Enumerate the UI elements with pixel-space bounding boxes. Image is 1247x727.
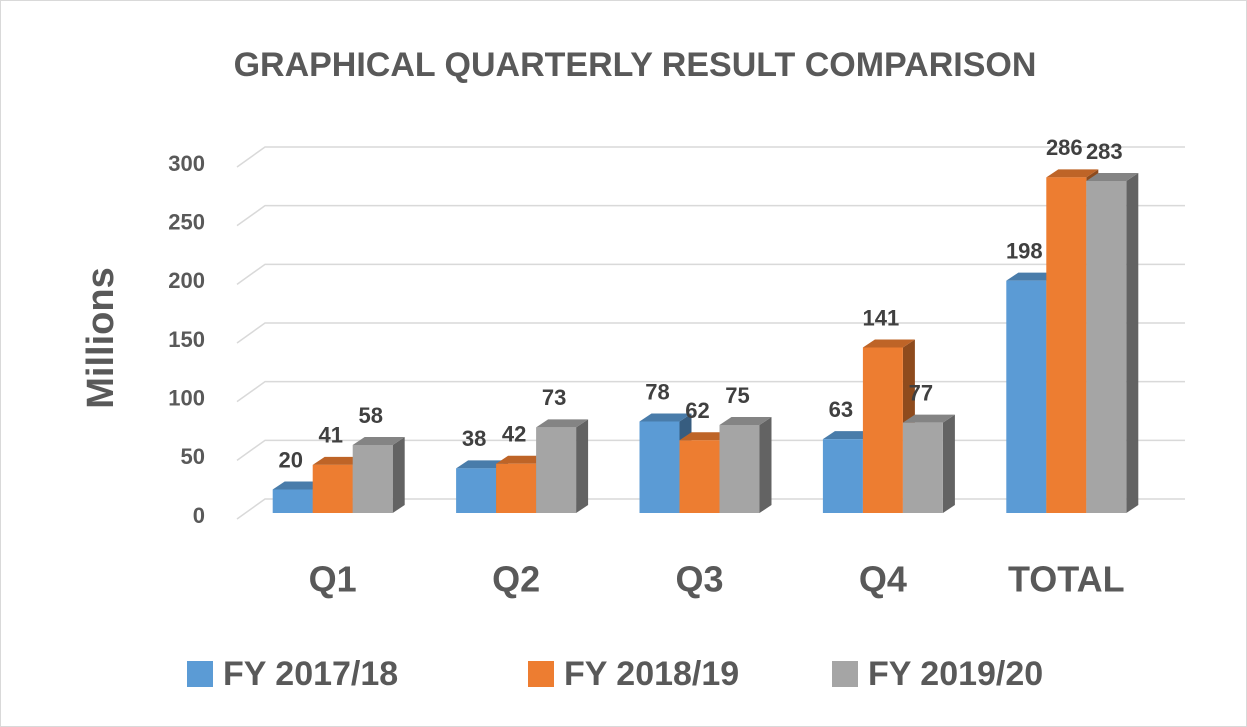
data-label: 77: [909, 380, 933, 405]
grid-line: [236, 146, 1185, 168]
bar-top: [1046, 169, 1099, 178]
x-tick-label: Q1: [309, 559, 357, 600]
bar-front: [1046, 177, 1087, 513]
legend-label: FY 2017/18: [223, 655, 398, 693]
bar: [719, 417, 772, 513]
x-tick-label: TOTAL: [1008, 559, 1125, 600]
data-label: 78: [645, 379, 669, 404]
chart-title: GRAPHICAL QUARTERLY RESULT COMPARISON: [234, 46, 1037, 84]
bar-top: [272, 481, 325, 490]
bar-top: [352, 436, 405, 445]
bar-front: [272, 489, 313, 513]
bar-top: [862, 339, 915, 348]
data-label: 62: [685, 398, 709, 423]
bar-front: [679, 440, 720, 513]
bar-side: [759, 417, 772, 513]
legend-label: FY 2018/19: [564, 655, 739, 693]
legend-swatch: [528, 661, 554, 687]
bar-front: [902, 422, 943, 513]
legend-swatch: [832, 661, 858, 687]
x-tick-label: Q2: [492, 559, 540, 600]
bar: [902, 414, 955, 513]
y-tick-label: 200: [168, 268, 205, 293]
bar-top: [902, 414, 955, 423]
data-label: 141: [863, 305, 900, 330]
x-tick-label: Q4: [859, 559, 907, 600]
y-axis-title: Millions: [80, 267, 122, 408]
y-tick-label: 100: [168, 385, 205, 410]
bar-front: [496, 463, 537, 513]
bar-top: [496, 455, 549, 464]
data-label: 283: [1086, 139, 1123, 164]
bar-top: [312, 456, 365, 465]
x-tick-label: Q3: [675, 559, 723, 600]
bar-side: [392, 436, 405, 513]
data-label: 42: [502, 422, 526, 447]
grid-line: [236, 263, 1185, 285]
data-label: 41: [318, 423, 342, 448]
bar-top: [719, 417, 772, 425]
bar-top: [1086, 172, 1139, 181]
y-tick-label: 50: [181, 444, 205, 469]
bar-front: [1086, 180, 1127, 514]
bar-front: [352, 444, 393, 513]
bar-top: [1006, 272, 1059, 281]
bar-front: [312, 464, 353, 513]
bar-top: [822, 431, 875, 440]
bar-front: [862, 347, 903, 513]
y-tick-label: 250: [168, 209, 205, 234]
data-label: 38: [462, 426, 486, 451]
legend-swatch: [187, 661, 213, 687]
bar-front: [639, 421, 680, 513]
data-label: 58: [358, 403, 382, 428]
data-label: 198: [1006, 238, 1043, 263]
bar-front: [719, 425, 760, 513]
bar-top: [639, 413, 692, 422]
data-label: 20: [278, 447, 302, 472]
data-label: 73: [542, 385, 566, 410]
y-tick-label: 0: [193, 503, 205, 528]
legend-label: FY 2019/20: [868, 655, 1043, 693]
bar-front: [456, 468, 497, 513]
y-tick-label: 300: [168, 151, 205, 176]
bar-side: [576, 419, 589, 513]
bar-top: [679, 432, 732, 441]
bar: [1086, 172, 1139, 514]
bar-top: [536, 419, 589, 428]
bar-top: [456, 460, 509, 469]
bar: [352, 436, 405, 513]
bar: [536, 419, 589, 513]
y-tick-label: 150: [168, 327, 205, 352]
bar-side: [942, 414, 955, 513]
grid-line: [236, 322, 1185, 344]
bar-front: [1006, 280, 1047, 513]
data-label: 75: [725, 383, 749, 408]
grid-line: [236, 204, 1185, 227]
bar-side: [1126, 172, 1139, 514]
bar-front: [536, 427, 577, 513]
bar-front: [822, 439, 863, 513]
data-label: 286: [1046, 135, 1083, 160]
data-label: 63: [829, 397, 853, 422]
